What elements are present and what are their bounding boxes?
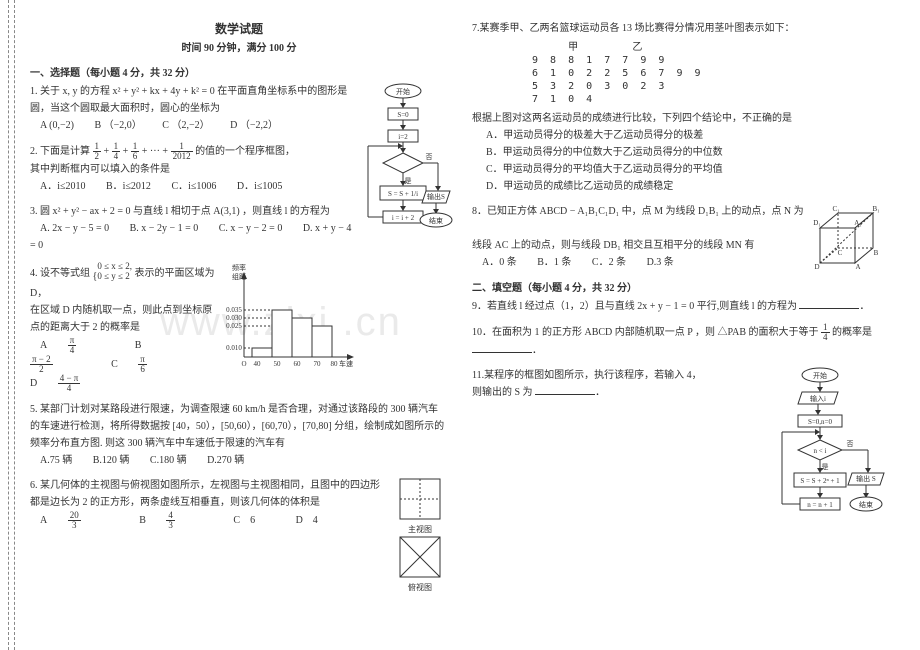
svg-text:输出 S: 输出 S [856, 474, 876, 483]
q7-opt-a: A．甲运动员得分的极差大于乙运动员得分的极差 [486, 127, 890, 144]
top-view-label: 俯视图 [392, 582, 448, 593]
q8-opt-b: B．1 条 [537, 257, 571, 268]
q6-opt-a: A [40, 515, 47, 526]
q7-line2: 根据上图对这两名运动员的成绩进行比较，下列四个结论中，不正确的是 [472, 113, 792, 124]
question-10: 10．在面积为 1 的正方形 ABCD 内部随机取一点 P ，则 △PAB 的面… [472, 323, 890, 359]
q1-opt-b: B （−2,0） [94, 120, 141, 131]
q2-opt-c: C．i≤1006 [171, 181, 216, 192]
q3-opt-a: A. 2x − y − 5 = 0 [40, 223, 109, 234]
q11-blank [535, 385, 595, 395]
q7-opt-d: D．甲运动员的成绩比乙运动员的成绩稳定 [486, 178, 890, 195]
q2-opt-d: D．i≤1005 [237, 181, 283, 192]
q5-opt-c: C.180 辆 [150, 455, 187, 466]
q4-opt-d: D [30, 378, 37, 389]
q4-opt-b: B [135, 340, 142, 351]
q7-text: 7.某赛季甲、乙两名篮球运动员各 13 场比赛得分情况用茎叶图表示如下： [472, 23, 795, 34]
question-3: 3. 圆 x² + y² − ax + 2 = 0 与直线 l 相切于点 A(3… [30, 203, 448, 254]
q1-opt-d: D （−2,2） [230, 120, 278, 131]
q4-opt-c: C [111, 359, 118, 370]
svg-text:结束: 结束 [859, 500, 873, 509]
left-page: 数学试题 时间 90 分钟，满分 100 分 一、选择题（每小题 4 分，共 3… [0, 0, 460, 650]
svg-text:是: 是 [822, 463, 829, 471]
q6-opt-d: D 4 [296, 515, 318, 526]
q6-opt-c: C 6 [233, 515, 255, 526]
q10-post: 的概率是 [832, 327, 872, 338]
binding-dots-2 [14, 0, 15, 650]
question-4: 4. 设不等式组 {0 ≤ x ≤ 2,0 ≤ y ≤ 2 表示的平面区域为 D… [30, 262, 448, 393]
svg-text:否: 否 [847, 440, 854, 448]
stem-leaf-plot: 甲 乙 9 8 8 1 7 7 9 9 6 1 0 2 2 5 6 7 9 9 … [532, 41, 890, 106]
q8-opt-c: C．2 条 [592, 257, 626, 268]
section-1-heading: 一、选择题（每小题 4 分，共 32 分） [30, 64, 448, 79]
q8-opt-a: A．0 条 [482, 257, 517, 268]
q7-opt-b: B．甲运动员得分的中位数大于乙运动员得分的中位数 [486, 144, 890, 161]
svg-text:S = S + 2ⁿ + 1: S = S + 2ⁿ + 1 [800, 477, 840, 485]
question-7: 7.某赛季甲、乙两名篮球运动员各 13 场比赛得分情况用茎叶图表示如下： 甲 乙… [472, 20, 890, 195]
q4-line2: 在区域 D 内随机取一点，则此点到坐标原点的距离大于 2 的概率是 [30, 305, 212, 333]
binding-dots [8, 0, 9, 650]
doc-title: 数学试题 [30, 20, 448, 37]
q9-blank [799, 299, 859, 309]
q2-post: 的值的一个程序框图， [195, 146, 295, 157]
q10-blank [472, 343, 532, 353]
q9-text: 9．若直线 l 经过点（1，2）且与直线 2x + y − 1 = 0 平行,则… [472, 301, 797, 312]
question-5: 5. 某部门计划对某路段进行限速，为调查限速 60 km/h 是否合理，对通过该… [30, 401, 448, 469]
q6-opt-b: B [139, 515, 146, 526]
q5-text: 5. 某部门计划对某路段进行限速，为调查限速 60 km/h 是否合理，对通过该… [30, 404, 444, 449]
q11-line2: 则输出的 S 为 [472, 387, 533, 398]
q3-opt-c: C. x − y − 2 = 0 [219, 223, 283, 234]
question-2: 2. 下面是计算 12 + 14 + 16 + ··· + 12012 的值的一… [30, 142, 448, 195]
doc-subtitle: 时间 90 分钟，满分 100 分 [30, 39, 448, 54]
q6-text: 6. 某几何体的主视图与俯视图如图所示，左视图与主视图相同，且图中的四边形都是边… [30, 480, 380, 508]
q2-opt-b: B．i≤2012 [106, 181, 151, 192]
right-page: 7.某赛季甲、乙两名篮球运动员各 13 场比赛得分情况用茎叶图表示如下： 甲 乙… [460, 0, 920, 650]
q8-text: 8．已知正方体 ABCD − A₁B₁C₁D₁ 中，点 M 为线段 D₁B₁ 上… [472, 206, 804, 217]
q2-opt-a: A．i≤2010 [40, 181, 86, 192]
q4-opt-a: A [40, 340, 47, 351]
q1-text: 1. 关于 x, y 的方程 x² + y² + kx + 4y + k² = … [30, 86, 347, 114]
q5-opt-d: D.270 辆 [207, 455, 244, 466]
q8-opt-d: D.3 条 [647, 257, 674, 268]
q7-opt-c: C．甲运动员得分的平均值大于乙运动员得分的平均值 [486, 161, 890, 178]
q4-pre: 4. 设不等式组 [30, 268, 93, 279]
q5-opt-a: A.75 辆 [40, 455, 72, 466]
q1-opt-a: A (0,−2) [40, 120, 74, 131]
q2-line2: 其中判断框内可以填入的条件是 [30, 164, 170, 175]
q10-pre: 10．在面积为 1 的正方形 ABCD 内部随机取一点 P ，则 △PAB 的面… [472, 327, 821, 338]
svg-text:n < i: n < i [814, 447, 827, 455]
question-9: 9．若直线 l 经过点（1，2）且与直线 2x + y − 1 = 0 平行,则… [472, 298, 890, 315]
q1-opt-c: C （2,−2） [162, 120, 209, 131]
svg-text:i=2: i=2 [398, 133, 408, 141]
q8-line2: 线段 AC 上的动点，则与线段 DB₁ 相交且互相平分的线段 MN 有 [472, 240, 754, 251]
q3-opt-b: B. x − 2y − 1 = 0 [130, 223, 199, 234]
q2-pre: 2. 下面是计算 [30, 146, 93, 157]
q5-opt-b: B.120 辆 [93, 455, 130, 466]
question-1: 1. 关于 x, y 的方程 x² + y² + kx + 4y + k² = … [30, 83, 448, 134]
svg-text:n = n + 1: n = n + 1 [807, 501, 833, 509]
question-11: 11.某程序的框图如图所示，执行该程序，若输入 4， 则输出的 S 为 ． [472, 367, 890, 401]
q11-text: 11.某程序的框图如图所示，执行该程序，若输入 4， [472, 370, 702, 381]
q3-text: 3. 圆 x² + y² − ax + 2 = 0 与直线 l 相切于点 A(3… [30, 206, 330, 217]
question-8: 8．已知正方体 ABCD − A₁B₁C₁D₁ 中，点 M 为线段 D₁B₁ 上… [472, 203, 890, 271]
svg-text:S=0,n=0: S=0,n=0 [808, 418, 833, 426]
question-6: 6. 某几何体的主视图与俯视图如图所示，左视图与主视图相同，且图中的四边形都是边… [30, 477, 448, 530]
